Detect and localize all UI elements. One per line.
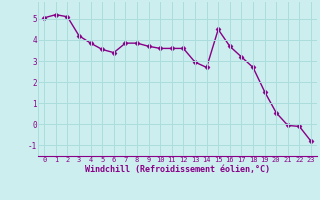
X-axis label: Windchill (Refroidissement éolien,°C): Windchill (Refroidissement éolien,°C) [85, 165, 270, 174]
